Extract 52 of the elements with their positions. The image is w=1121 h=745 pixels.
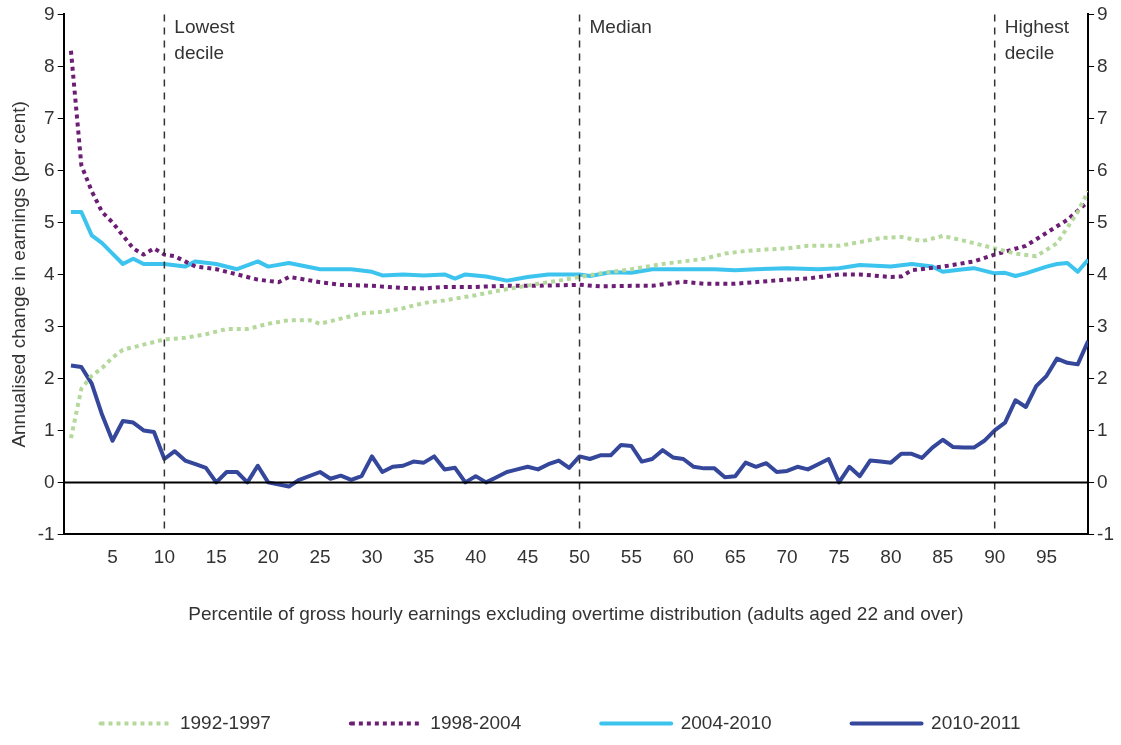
legend-label: 2004-2010	[680, 711, 772, 733]
x-tick-label: 90	[984, 546, 1006, 568]
x-tick-label: 5	[107, 546, 118, 568]
y2-tick-label: 7	[1097, 106, 1108, 128]
y-tick-label: 3	[44, 314, 55, 336]
y-axis-title: Annualised change in earnings (per cent)	[7, 101, 29, 448]
legend-label: 1992-1997	[179, 711, 271, 733]
y2-tick-label: -1	[1097, 522, 1115, 544]
x-tick-label: 45	[517, 546, 539, 568]
x-axis-title: Percentile of gross hourly earnings excluding overtime distribution (adults aged 22 and over)	[188, 602, 964, 624]
x-tick-label: 20	[257, 546, 279, 568]
x-tick-label: 50	[568, 546, 591, 568]
x-tick-label: 60	[672, 546, 694, 568]
y-tick-label: 8	[44, 54, 55, 76]
y2-tick-label: 0	[1097, 470, 1108, 492]
x-tick-label: 40	[465, 546, 487, 568]
y2-tick-label: 5	[1097, 210, 1108, 232]
x-tick-label: 95	[1036, 546, 1058, 568]
x-tick-label: 70	[776, 546, 798, 568]
x-tick-label: 85	[932, 546, 954, 568]
y-tick-label: 6	[44, 158, 55, 180]
line-series	[68, 48, 1089, 291]
x-tick-label: 65	[724, 546, 746, 568]
y2-tick-label: 8	[1097, 54, 1108, 76]
x-tick-label: 25	[309, 546, 331, 568]
ref-line-label: Highest decile	[1004, 16, 1070, 64]
legend-label: 2010-2011	[931, 711, 1021, 733]
line-series	[68, 189, 1089, 441]
y2-tick-label: 1	[1097, 418, 1108, 440]
ref-line-label: Median	[589, 16, 652, 38]
x-tick-label: 80	[880, 546, 902, 568]
y-tick-label: 9	[44, 2, 55, 24]
y-tick-label: -1	[37, 522, 55, 544]
y-tick-label: 7	[44, 106, 55, 128]
y-tick-label: 2	[44, 366, 55, 388]
x-tick-label: 10	[153, 546, 175, 568]
y2-tick-label: 9	[1097, 2, 1108, 24]
y2-tick-label: 4	[1097, 262, 1109, 284]
y-tick-label: 0	[44, 470, 55, 492]
y2-tick-label: 3	[1097, 314, 1108, 336]
y-tick-label: 4	[44, 262, 56, 284]
x-tick-label: 30	[361, 546, 383, 568]
y-tick-label: 5	[44, 210, 55, 232]
ref-line-label: Lowest decile	[174, 16, 236, 64]
y2-tick-label: 6	[1097, 158, 1108, 180]
y2-tick-label: 2	[1097, 366, 1108, 388]
x-tick-label: 55	[620, 546, 642, 568]
legend-label: 1998-2004	[430, 711, 522, 733]
x-tick-label: 35	[413, 546, 435, 568]
x-tick-label: 15	[205, 546, 227, 568]
y-tick-label: 1	[44, 418, 55, 440]
x-tick-label: 75	[828, 546, 850, 568]
